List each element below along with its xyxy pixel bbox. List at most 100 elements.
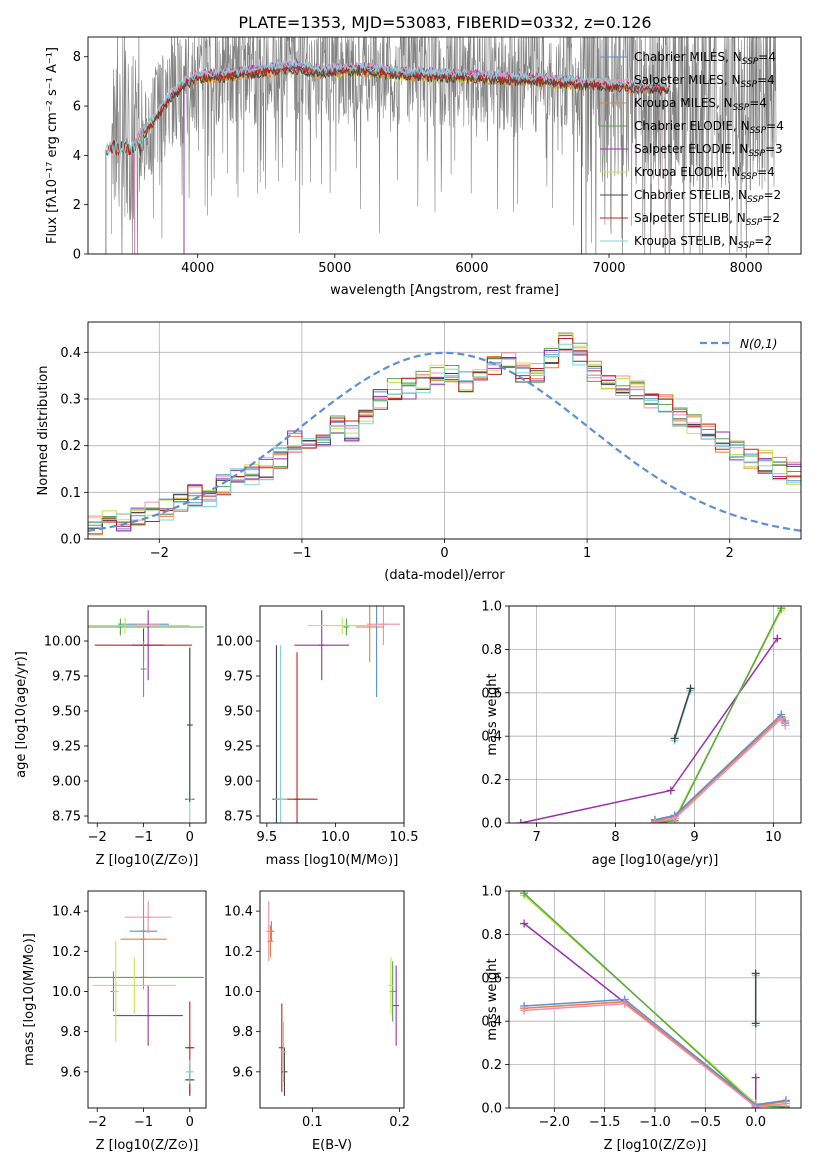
weight-marker	[751, 1102, 760, 1108]
weight-marker	[777, 606, 786, 613]
weight-marker	[670, 734, 679, 743]
x-tick-label: −2.0	[539, 1115, 571, 1130]
y-tick-label: 0.1	[60, 486, 81, 501]
weight-marker	[751, 1019, 760, 1028]
weight-marker	[666, 786, 675, 795]
weight-marker	[773, 634, 782, 643]
x-tick-label: −2	[88, 1115, 107, 1130]
figure-title: PLATE=1353, MJD=53083, FIBERID=0332, z=0…	[238, 13, 651, 32]
y-axis-label: age [log10(age/yr)]	[14, 651, 29, 778]
y-tick-label: 0.0	[481, 1102, 502, 1117]
weight-line	[524, 1003, 786, 1108]
y-axis-label: Flux [fλ10⁻¹⁷ erg cm⁻² s⁻¹ A⁻¹]	[45, 47, 60, 244]
x-tick-label: −1	[134, 1115, 153, 1130]
residual-hist	[88, 333, 801, 521]
x-tick-label: 10.5	[390, 830, 419, 845]
legend-entry: Chabrier STELIB, NSSP=2	[634, 188, 781, 205]
normal-curve	[88, 351, 801, 532]
x-tick-label: 10.0	[321, 830, 350, 845]
y-tick-label: 1.0	[481, 600, 502, 615]
x-axis-label: mass [log10(M/M⊙)]	[266, 853, 399, 868]
x-tick-label: 10	[765, 830, 782, 845]
x-tick-label: 0	[186, 1115, 194, 1130]
x-tick-label: 9.5	[257, 830, 278, 845]
weight-marker	[751, 969, 760, 978]
legend-entry: Chabrier MILES, NSSP=4	[634, 50, 776, 67]
model-spectrum	[105, 65, 670, 254]
y-axis-label: mass [log10(M/M⊙)]	[22, 933, 37, 1066]
y-tick-label: 6	[73, 100, 81, 115]
y-tick-label: 10.00	[44, 635, 81, 650]
y-tick-label: 1.0	[481, 885, 502, 900]
y-tick-label: 9.75	[52, 670, 81, 685]
y-tick-label: 10.0	[52, 985, 81, 1000]
legend-entry: Salpeter STELIB, NSSP=2	[634, 211, 780, 228]
x-tick-label: 1	[583, 546, 591, 561]
legend-entry: Salpeter ELODIE, NSSP=3	[634, 142, 783, 159]
y-tick-label: 2	[73, 198, 81, 213]
axes-frame	[87, 321, 802, 540]
legend-entry: N(0,1)	[740, 337, 777, 351]
x-axis-label: Z [log10(Z/Z⊙)]	[604, 1138, 707, 1153]
axes-frame	[87, 890, 207, 1109]
axes-frame	[508, 890, 802, 1109]
x-tick-label: 6000	[455, 261, 488, 276]
x-tick-label: 0.2	[389, 1115, 410, 1130]
y-tick-label: 0.2	[481, 1058, 502, 1073]
weight-line	[524, 998, 787, 1106]
legend-entry: Kroupa STELIB, NSSP=2	[634, 234, 772, 251]
y-tick-label: 10.4	[224, 905, 253, 920]
x-tick-label: 2	[726, 546, 734, 561]
weight-marker	[516, 819, 525, 823]
y-tick-label: 10.4	[52, 905, 81, 920]
chart-residuals: −2 −1 0 1 2 0.0 0.1 0.2 0.3 0.4 N(0,1) (data-model)…	[36, 321, 802, 583]
x-tick-label: −1	[292, 546, 311, 561]
y-tick-label: 9.50	[224, 705, 253, 720]
weight-marker	[686, 684, 695, 693]
weight-marker	[781, 1099, 790, 1108]
axes-frame	[259, 890, 405, 1109]
x-axis-label: E(B-V)	[312, 1138, 352, 1153]
y-tick-label: 8	[73, 50, 81, 65]
y-tick-label: 8.75	[224, 810, 253, 825]
weight-marker	[520, 891, 529, 898]
y-tick-label: 0.8	[481, 643, 502, 658]
y-tick-label: 0.8	[481, 928, 502, 943]
x-axis-label: Z [log10(Z/Z⊙)]	[96, 1138, 199, 1153]
x-tick-label: 8	[611, 830, 619, 845]
x-axis-label: wavelength [Angstrom, rest frame]	[330, 283, 559, 298]
chart-weight-vs-Z: −2.0 −1.5 −1.0 −0.5 0.0 0.0 0.2 0.4 0.6 0.8 1.0 Z […	[481, 885, 802, 1153]
y-tick-label: 9.8	[60, 1025, 81, 1040]
x-tick-label: 7	[532, 830, 540, 845]
axes-frame	[508, 605, 802, 824]
x-tick-label: 5000	[318, 261, 351, 276]
weight-marker	[751, 1073, 760, 1082]
y-tick-label: 4	[73, 149, 81, 164]
weight-line	[662, 609, 782, 822]
y-tick-label: 0	[73, 248, 81, 263]
legend: Chabrier MILES, NSSP=4 Salpeter MILES, NS…	[600, 50, 784, 251]
y-tick-label: 0.2	[481, 773, 502, 788]
y-tick-label: 0.6	[481, 971, 502, 986]
weight-line	[662, 607, 782, 823]
legend-entry: Kroupa MILES, NSSP=4	[634, 96, 767, 113]
x-tick-label: 0.0	[745, 1115, 766, 1130]
weight-line	[654, 717, 786, 823]
x-tick-label: 0.1	[302, 1115, 323, 1130]
y-axis-label: Normed distribution	[36, 366, 51, 496]
chart-weight-vs-age: 7 8 9 10 0.0 0.2 0.4 0.6 0.8 1.0 age [log10(age/yr…	[481, 600, 802, 868]
y-tick-label: 9.75	[224, 670, 253, 685]
y-tick-label: 0.4	[481, 730, 502, 745]
weight-line	[524, 1000, 787, 1107]
residual-hist	[88, 332, 801, 535]
x-tick-label: −0.5	[690, 1115, 722, 1130]
x-axis-label: Z [log10(Z/Z⊙)]	[96, 853, 199, 868]
weight-marker	[520, 1006, 529, 1015]
chart-age-vs-Z: −2 −1 0 8.75 9.00 9.25 9.50 9.75 10.00 Z [log10(Z…	[14, 605, 207, 868]
y-tick-label: 9.6	[60, 1065, 81, 1080]
y-tick-label: 0.3	[60, 393, 81, 408]
y-tick-label: 10.2	[224, 945, 253, 960]
weight-marker	[520, 919, 529, 928]
